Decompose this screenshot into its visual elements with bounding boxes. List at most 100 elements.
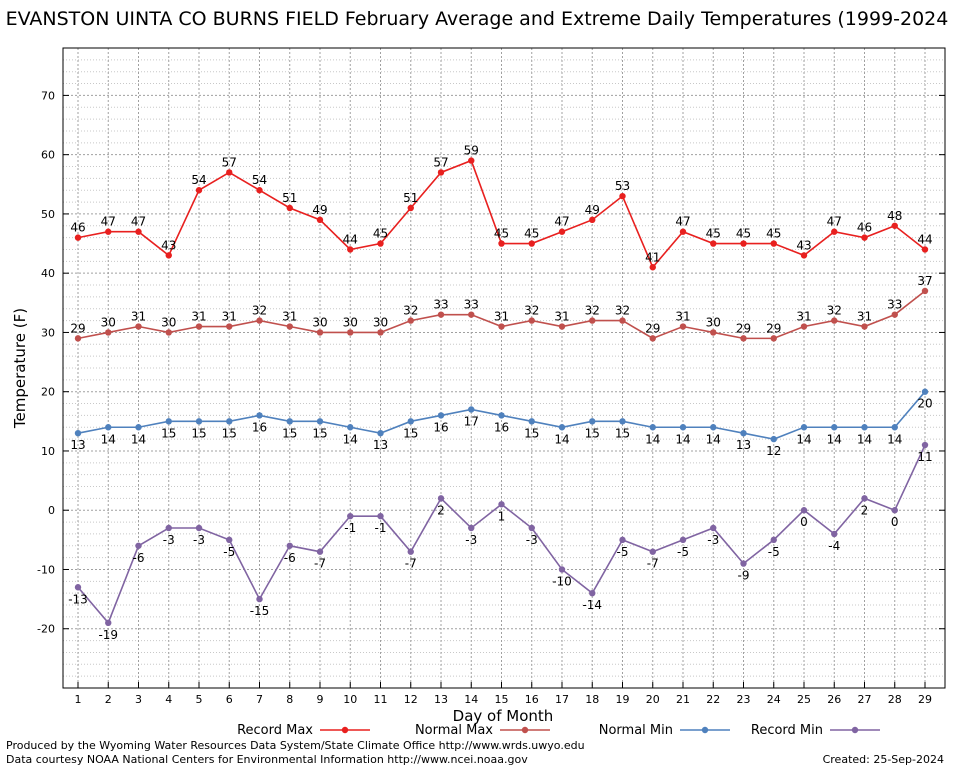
data-point (710, 240, 717, 247)
data-label: 31 (191, 310, 206, 324)
data-point (498, 412, 505, 419)
data-point (377, 329, 384, 336)
data-label: 17 (464, 414, 479, 428)
data-label: -6 (133, 551, 145, 565)
data-point (105, 329, 112, 336)
data-point (528, 418, 535, 425)
data-point (468, 311, 475, 318)
data-point (619, 418, 626, 425)
footer-produced-by: Produced by the Wyoming Water Resources … (6, 739, 585, 752)
data-label: 47 (827, 215, 842, 229)
data-point (437, 495, 445, 502)
data-point (105, 424, 112, 431)
data-label: 30 (161, 315, 176, 329)
data-point (619, 192, 626, 200)
data-point (528, 240, 535, 247)
data-point (619, 317, 626, 324)
data-label: 14 (827, 432, 842, 446)
data-label: -3 (526, 533, 538, 547)
x-tick-label: 22 (706, 693, 720, 706)
data-point (468, 157, 475, 164)
data-label: 49 (312, 203, 327, 217)
x-tick-label: 21 (676, 693, 690, 706)
y-tick-label: 50 (41, 208, 55, 221)
data-point (105, 619, 112, 627)
data-point (831, 530, 838, 538)
data-label: 43 (796, 238, 811, 252)
data-label: 45 (706, 227, 721, 241)
x-axis-ticks: 1 2 3 4 5 6 7 8 9 10 11 12 13 14 15 16 17 18 19 20 21 22 23 24 2… (75, 682, 932, 706)
data-label: 12 (766, 444, 781, 458)
data-label: 32 (615, 304, 630, 318)
x-tick-label: 2 (105, 693, 112, 706)
data-series: 46 47 47 43 54 57 54 51 49 44 45 51 57 59 45 45 47 49 53 41… (68, 144, 932, 642)
data-point (286, 204, 293, 212)
y-tick-label: 10 (41, 445, 55, 458)
data-point (195, 323, 203, 330)
data-label: -6 (284, 551, 296, 565)
data-point (740, 560, 747, 567)
data-point (407, 317, 414, 324)
data-point (316, 548, 324, 555)
x-tick-label: 7 (256, 693, 263, 706)
data-point (165, 418, 172, 425)
y-tick-label: -10 (37, 563, 55, 576)
data-label: -7 (405, 557, 417, 571)
data-point (377, 240, 384, 247)
x-tick-label: 20 (646, 693, 660, 706)
data-label: 31 (857, 310, 872, 324)
plot-grid (63, 48, 945, 688)
data-label: 47 (101, 215, 116, 229)
data-label: 13 (736, 438, 751, 452)
data-label: 32 (827, 304, 842, 318)
data-point (589, 317, 596, 324)
data-point (437, 311, 445, 318)
data-label: 0 (891, 515, 899, 529)
y-tick-label: 60 (41, 149, 55, 162)
data-point (135, 542, 142, 549)
x-tick-label: 14 (464, 693, 478, 706)
data-label: 11 (917, 450, 932, 464)
x-tick-label: 12 (404, 693, 418, 706)
data-point (468, 524, 475, 532)
data-label: 2 (861, 503, 869, 517)
data-point (135, 424, 142, 431)
data-point (74, 584, 82, 591)
data-point (498, 240, 505, 247)
x-tick-label: 10 (343, 693, 357, 706)
data-label: 16 (252, 420, 267, 434)
x-tick-label: 17 (555, 693, 569, 706)
data-point (679, 323, 687, 330)
data-label: -15 (250, 604, 270, 618)
data-label: 45 (524, 227, 539, 241)
data-label: 0 (800, 515, 808, 529)
data-point (226, 323, 233, 330)
data-point (165, 252, 172, 259)
data-label: -3 (193, 533, 205, 547)
x-tick-label: 8 (286, 693, 293, 706)
data-label: 15 (161, 426, 176, 440)
data-label: -1 (375, 521, 387, 535)
x-tick-label: 5 (196, 693, 203, 706)
data-label: -19 (98, 628, 118, 642)
data-label: 1 (498, 509, 506, 523)
data-label: 31 (282, 310, 297, 324)
data-point (468, 406, 475, 413)
data-point (135, 323, 142, 330)
x-tick-label: 3 (135, 693, 142, 706)
data-label: 45 (494, 227, 509, 241)
y-tick-label: 0 (48, 504, 55, 517)
data-point (679, 424, 687, 431)
legend: Record Max Normal Max Normal Min Record Min (237, 723, 880, 738)
data-label: 31 (796, 310, 811, 324)
legend-marker (341, 726, 349, 734)
x-tick-label: 19 (616, 693, 630, 706)
plot-frame (62, 47, 946, 689)
y-axis-title: Temperature (F) (11, 308, 29, 429)
data-label: -9 (738, 569, 750, 583)
data-label: 29 (70, 321, 85, 335)
data-label: -7 (647, 557, 659, 571)
data-label: 14 (887, 432, 902, 446)
data-label: 44 (917, 232, 932, 246)
